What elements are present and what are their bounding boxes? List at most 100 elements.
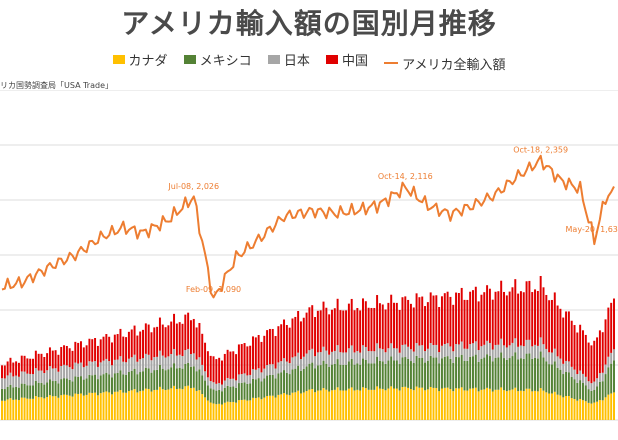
bar-mexico: [381, 361, 384, 389]
bar-mexico: [23, 383, 26, 398]
bar-japan: [581, 373, 584, 383]
bar-japan: [192, 353, 195, 367]
bar-canada: [514, 387, 517, 420]
bar-china: [460, 287, 463, 342]
bar-canada: [116, 391, 119, 420]
bar-japan: [111, 365, 113, 378]
bar-china: [266, 330, 269, 366]
bar-japan: [37, 370, 40, 383]
bar-china: [494, 291, 497, 345]
bar-china: [409, 303, 412, 350]
bar-china: [181, 323, 184, 357]
legend-label-japan: 日本: [283, 54, 310, 69]
annotation-label: Oct-14, 2,116: [378, 172, 433, 181]
bar-canada: [144, 388, 147, 420]
bar-mexico: [601, 381, 604, 401]
bar-mexico: [545, 361, 548, 393]
bar-china: [314, 317, 317, 357]
bar-japan: [593, 381, 596, 390]
bar-china: [113, 334, 116, 360]
bar-japan: [488, 342, 491, 357]
bar-mexico: [426, 360, 429, 390]
bar-china: [500, 280, 503, 339]
bar-japan: [367, 351, 370, 364]
bar-canada: [373, 389, 376, 420]
bar-canada: [150, 391, 153, 420]
bar-canada: [88, 392, 91, 420]
bar-japan: [584, 376, 587, 386]
bar-mexico: [409, 361, 412, 390]
bar-japan: [74, 362, 77, 377]
bar-canada: [347, 388, 350, 420]
bar-mexico: [610, 363, 613, 394]
bar-china: [96, 345, 99, 367]
bar-canada: [74, 393, 77, 420]
bar-mexico: [316, 365, 319, 391]
bar-canada: [142, 390, 144, 420]
bar-japan: [263, 368, 266, 379]
bar-china: [29, 358, 32, 374]
bar-mexico: [187, 362, 190, 386]
bar-canada: [457, 388, 460, 420]
bar-china: [539, 275, 542, 338]
bar-japan: [283, 358, 286, 371]
bar-china: [9, 357, 12, 373]
bar-canada: [610, 393, 613, 420]
bar-mexico: [438, 363, 441, 392]
bar-mexico: [370, 363, 373, 390]
bar-china: [51, 350, 54, 369]
bar-japan: [545, 348, 548, 362]
bar-japan: [127, 358, 130, 372]
bar-china: [173, 313, 176, 349]
bar-mexico: [500, 352, 503, 388]
bar-mexico: [74, 376, 77, 394]
bar-mexico: [43, 384, 46, 399]
bar-canada: [401, 387, 404, 420]
bar-china: [607, 307, 610, 357]
bar-china: [435, 295, 438, 345]
bar-china: [432, 295, 435, 346]
legend-swatch-mexico: [183, 55, 196, 64]
bar-canada: [291, 392, 294, 420]
bar-mexico: [206, 385, 209, 401]
bar-mexico: [3, 389, 6, 401]
bar-japan: [71, 369, 74, 382]
bar-china: [378, 303, 381, 349]
bar-canada: [288, 395, 291, 420]
bar-canada: [271, 395, 274, 420]
bar-china: [116, 334, 119, 360]
bar-japan: [266, 365, 269, 376]
bar-china: [119, 328, 122, 357]
bar-japan: [407, 346, 410, 359]
bar-china: [449, 296, 452, 347]
bar-canada: [412, 390, 415, 420]
bar-japan: [398, 352, 401, 365]
bar-japan: [390, 343, 393, 357]
bar-mexico: [122, 374, 125, 393]
bar-mexico: [246, 383, 249, 401]
bar-mexico: [350, 358, 353, 388]
bar-mexico: [525, 353, 528, 389]
bar-japan: [240, 374, 243, 383]
bar-mexico: [167, 369, 170, 390]
bar-japan: [418, 345, 421, 358]
bar-mexico: [367, 363, 370, 390]
bar-mexico: [156, 369, 159, 390]
bar-japan: [6, 375, 9, 387]
bar-china: [426, 302, 429, 349]
bar-china: [226, 349, 229, 378]
bar-canada: [9, 398, 12, 420]
bar-china: [412, 307, 415, 352]
bar-japan: [142, 358, 144, 372]
bar-china: [491, 299, 494, 350]
bar-mexico: [266, 375, 269, 397]
bar-japan: [601, 372, 604, 382]
bar-japan: [85, 365, 88, 379]
bar-china: [201, 333, 204, 365]
bar-china: [424, 306, 427, 352]
bar-japan: [139, 359, 142, 373]
bar-japan: [440, 345, 443, 359]
bar-canada: [545, 392, 548, 420]
bar-canada: [466, 390, 469, 420]
bar-japan: [164, 357, 167, 371]
